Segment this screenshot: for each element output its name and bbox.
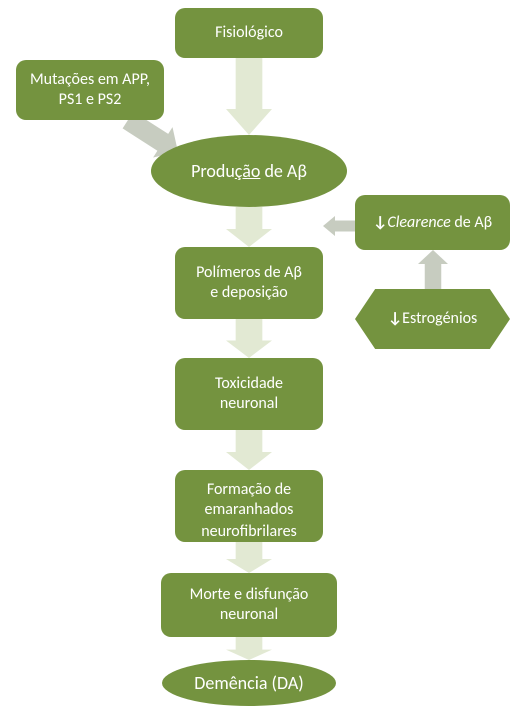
label-morte: Morte e disfunçãoneuronal (190, 585, 309, 625)
node-fisiologico: Fisiológico (175, 8, 323, 58)
node-estrogenios: ↓Estrogénios (355, 289, 510, 349)
label-formacao: Formação deemaranhadosneurofibrilares (201, 480, 297, 540)
label-fisiologico: Fisiológico (215, 23, 283, 43)
node-producao: Produção de Aβ (151, 135, 347, 207)
node-morte: Morte e disfunçãoneuronal (161, 573, 337, 637)
label-polimeros: Polímeros de Aβe deposição (196, 263, 302, 303)
label-toxicidade: Toxicidadeneuronal (215, 374, 283, 414)
label-demencia: Demência (DA) (194, 672, 303, 695)
node-formacao: Formação deemaranhadosneurofibrilares (175, 470, 323, 542)
node-mutacoes: Mutações em APP, PS1 e PS2 (16, 60, 164, 120)
label-clearence: ↓Clearence de Aβ (373, 213, 492, 233)
node-polimeros: Polímeros de Aβe deposição (175, 247, 323, 319)
label-producao: Produção de Aβ (191, 160, 307, 183)
node-clearence: ↓Clearence de Aβ (355, 195, 510, 250)
label-estrogenios: ↓Estrogénios (388, 309, 478, 329)
node-demencia: Demência (DA) (162, 660, 336, 706)
label-mutacoes: Mutações em APP, PS1 e PS2 (26, 70, 154, 110)
node-toxicidade: Toxicidadeneuronal (175, 358, 323, 430)
